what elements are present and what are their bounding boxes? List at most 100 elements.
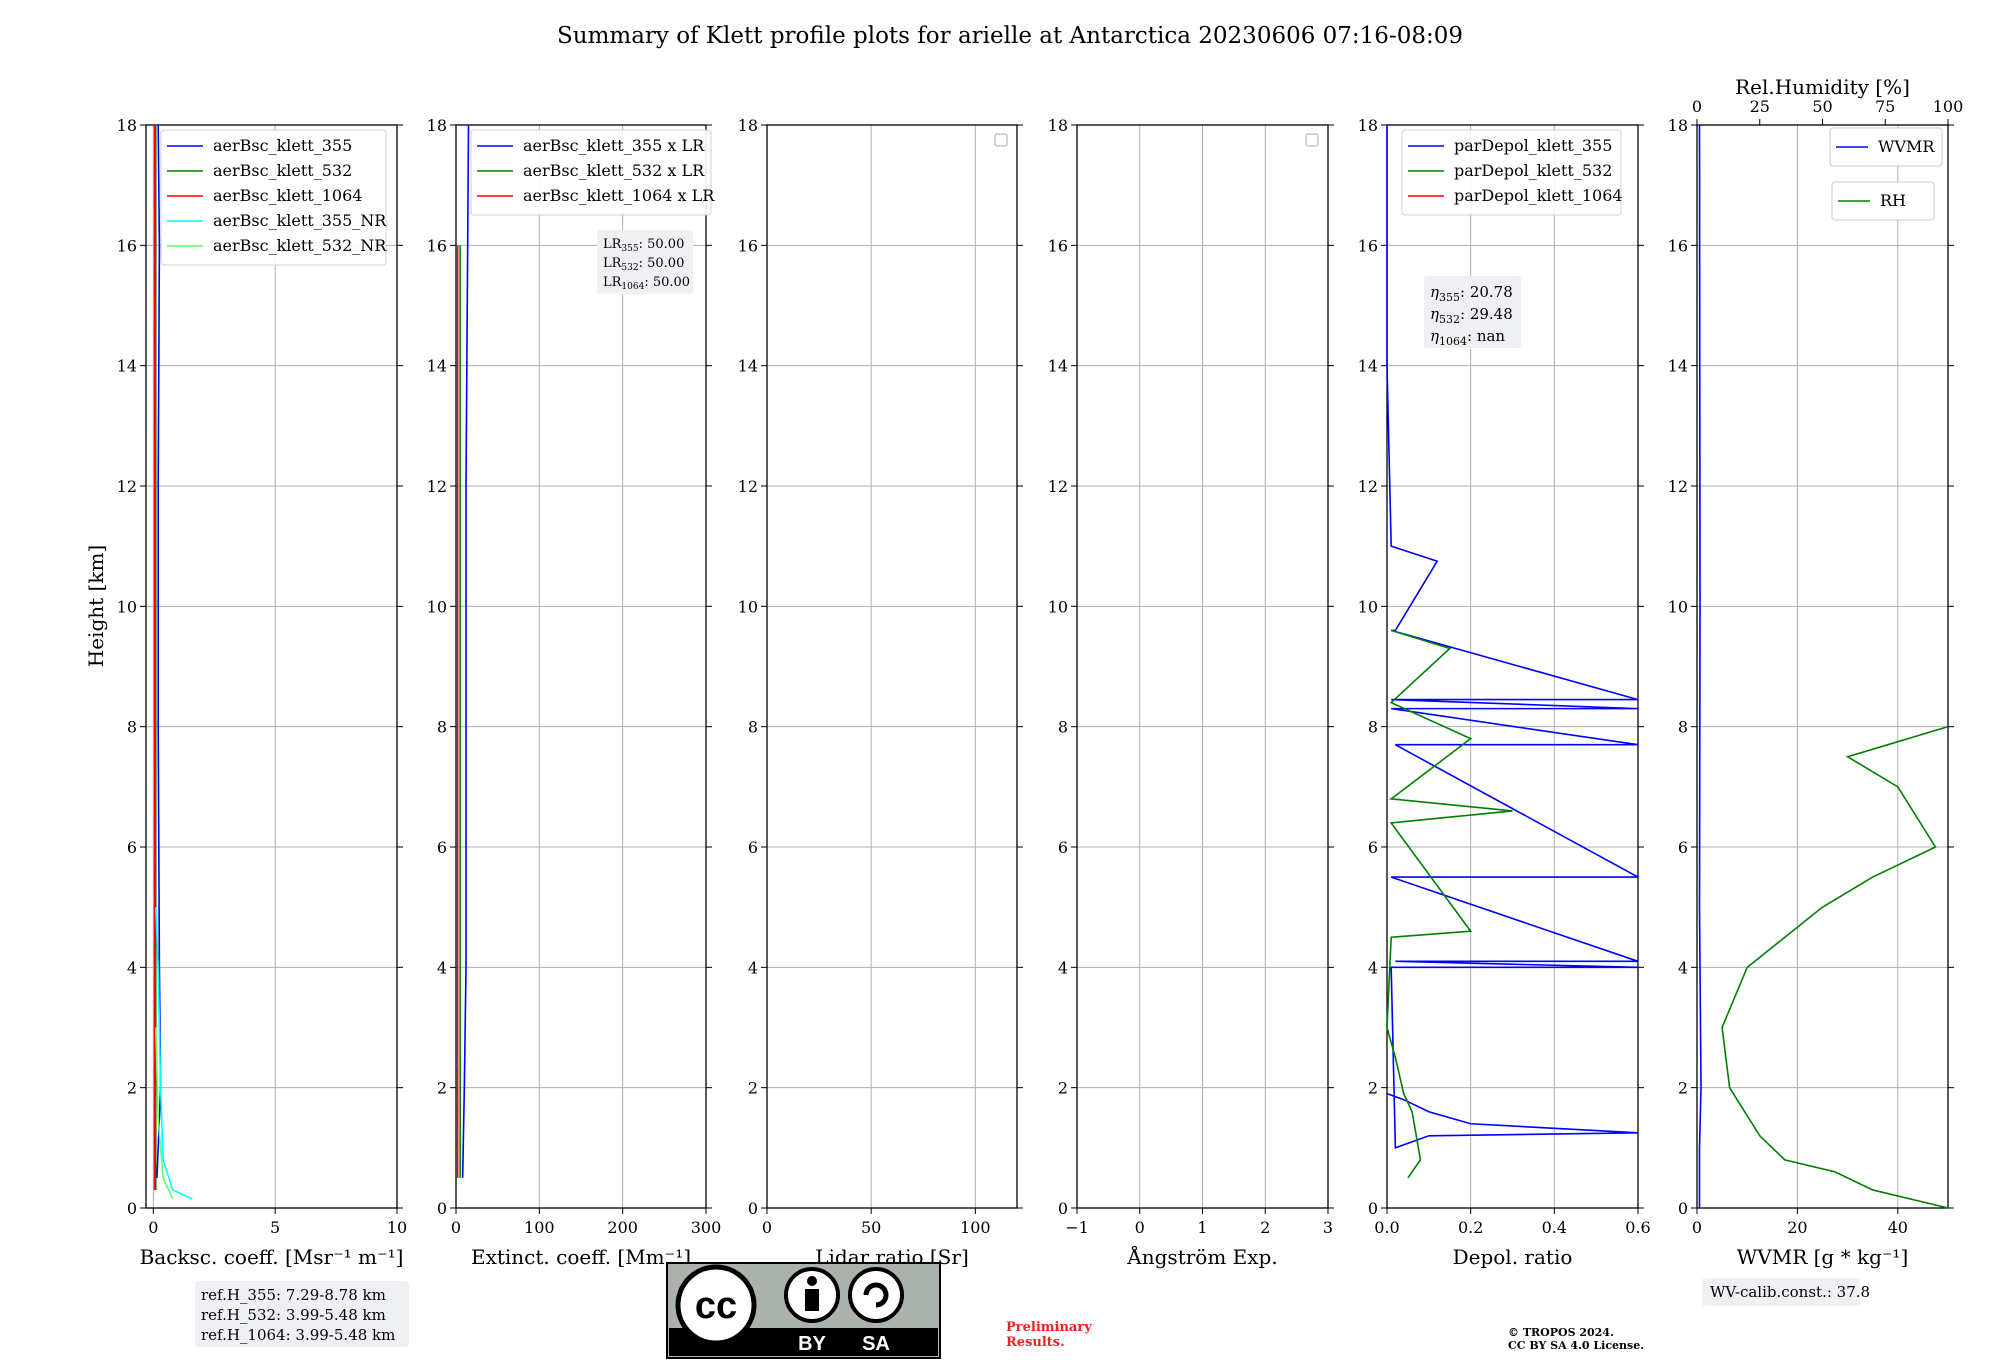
- y-tick-label: 12: [117, 477, 137, 496]
- axes-frame: [766, 124, 1018, 1209]
- lr-value: : 50.00: [639, 237, 685, 252]
- y-tick-label: 6: [1678, 838, 1688, 857]
- x-tick-label: 100: [960, 1218, 991, 1237]
- legend-label: aerBsc_klett_532_NR: [213, 236, 387, 255]
- y-tick-label: 14: [427, 357, 447, 376]
- legend-box: [1401, 129, 1622, 216]
- y-axis-label: Height [km]: [84, 545, 108, 667]
- lr-info-line: LR532: 50.00: [603, 256, 684, 273]
- legend-label: parDepol_klett_532: [1454, 161, 1612, 180]
- lr-sub: 1064: [621, 282, 644, 292]
- legend-label: aerBsc_klett_1064: [213, 186, 362, 205]
- legend-label: aerBsc_klett_355 x LR: [523, 136, 705, 155]
- top-tick-label: 0: [1692, 97, 1702, 116]
- x-axis-label: Ångström Exp.: [1126, 1244, 1277, 1269]
- x-tick-label: 0.2: [1458, 1218, 1483, 1237]
- x-tick-label: 2: [1260, 1218, 1270, 1237]
- eta-sub: 1064: [1439, 335, 1467, 348]
- empty-legend-box: [994, 133, 1008, 147]
- figure-title: Summary of Klett profile plots for ariel…: [557, 23, 1463, 49]
- x-tick-label: 0: [148, 1218, 158, 1237]
- y-tick-label: 8: [1678, 718, 1688, 737]
- preliminary-text-1: Preliminary: [1006, 1320, 1092, 1335]
- top-axis-label: Rel.Humidity [%]: [1735, 75, 1910, 99]
- y-tick-label: 4: [748, 958, 758, 977]
- y-tick-label: 16: [1668, 236, 1688, 255]
- y-tick-label: 12: [1668, 477, 1688, 496]
- y-tick-label: 10: [427, 597, 447, 616]
- copyright-line-2: CC BY SA 4.0 License.: [1508, 1339, 1644, 1352]
- x-tick-label: 40: [1888, 1218, 1908, 1237]
- lr-info-box: [597, 230, 693, 294]
- x-tick-label: 0.6: [1625, 1218, 1650, 1237]
- share-alike-icon: [848, 1267, 904, 1323]
- top-tick-label: 25: [1750, 97, 1770, 116]
- y-tick-label: 12: [738, 477, 758, 496]
- y-tick-label: 18: [117, 116, 137, 135]
- eta-name: η: [1430, 327, 1439, 345]
- panel-1: 0 2 4 6 8 10 12 14 16 18 0 5 10 Backsc. coeff. [Msr⁻¹…: [117, 116, 409, 1347]
- legend-label: RH: [1880, 191, 1906, 210]
- y-tick-label: 0: [1058, 1199, 1068, 1218]
- y-tick-label: 8: [437, 718, 447, 737]
- x-tick-label: 50: [861, 1218, 881, 1237]
- y-tick-label: 0: [1678, 1199, 1688, 1218]
- y-tick-label: 14: [1358, 357, 1378, 376]
- y-tick-label: 16: [427, 236, 447, 255]
- y-tick-label: 16: [1048, 236, 1068, 255]
- lr-value: : 50.00: [644, 275, 690, 290]
- y-tick-label: 14: [1668, 357, 1688, 376]
- y-tick-label: 18: [738, 116, 758, 135]
- lr-name: LR: [603, 275, 623, 290]
- eta-info-line: η532: 29.48: [1430, 305, 1513, 326]
- y-tick-label: 2: [437, 1079, 447, 1098]
- y-tick-label: 6: [127, 838, 137, 857]
- eta-info-box: [1424, 276, 1521, 348]
- y-tick-label: 6: [1368, 838, 1378, 857]
- y-tick-label: 8: [1058, 718, 1068, 737]
- y-tick-label: 10: [738, 597, 758, 616]
- y-tick-label: 18: [427, 116, 447, 135]
- y-tick-label: 8: [127, 718, 137, 737]
- cc-mark: cc: [695, 1285, 737, 1327]
- y-tick-label: 2: [1368, 1079, 1378, 1098]
- cc-by-label: BY: [798, 1333, 826, 1355]
- eta-info-line: η355: 20.78: [1430, 283, 1513, 304]
- lr-info-line: LR1064: 50.00: [603, 275, 690, 292]
- legend-label: WVMR: [1878, 137, 1935, 156]
- cc-license-badge[interactable]: cc BY SA: [666, 1262, 941, 1359]
- refH-line: ref.H_355: 7.29-8.78 km: [201, 1286, 386, 1304]
- axes-frame: [1386, 124, 1639, 1209]
- legend-box: [160, 129, 387, 266]
- lr-name: LR: [603, 237, 623, 252]
- y-tick-label: 8: [748, 718, 758, 737]
- eta-sub: 532: [1439, 313, 1460, 326]
- x-tick-label: 10: [387, 1218, 407, 1237]
- series-line-RH: [1721, 725, 1949, 1209]
- series-line-parDepol_klett_532: [1386, 629, 1513, 1179]
- top-tick-label: 50: [1812, 97, 1832, 116]
- series-line-parDepol_klett_355: [1386, 125, 1639, 1149]
- refH-info-box: [195, 1281, 409, 1347]
- y-tick-label: 12: [1358, 477, 1378, 496]
- y-tick-label: 18: [1668, 116, 1688, 135]
- x-tick-label: 0.0: [1374, 1218, 1399, 1237]
- y-tick-label: 6: [1058, 838, 1068, 857]
- x-axis-label: Depol. ratio: [1453, 1245, 1573, 1269]
- x-tick-label: 0.4: [1542, 1218, 1567, 1237]
- legend-label: aerBsc_klett_1064 x LR: [523, 186, 715, 205]
- legend-label: parDepol_klett_1064: [1454, 186, 1623, 205]
- top-tick-label: 100: [1933, 97, 1964, 116]
- y-tick-label: 0: [127, 1199, 137, 1218]
- y-tick-label: 6: [437, 838, 447, 857]
- series-line-WVMR: [1698, 124, 1702, 1208]
- y-tick-label: 4: [1058, 958, 1068, 977]
- x-tick-label: 300: [691, 1218, 722, 1237]
- series-line-aerBsc_klett_355_NR: [154, 907, 193, 1200]
- lr-sub: 355: [621, 244, 638, 254]
- legend-label: aerBsc_klett_532: [213, 161, 352, 180]
- wv-calib-text: WV-calib.const.: 37.8: [1710, 1283, 1870, 1301]
